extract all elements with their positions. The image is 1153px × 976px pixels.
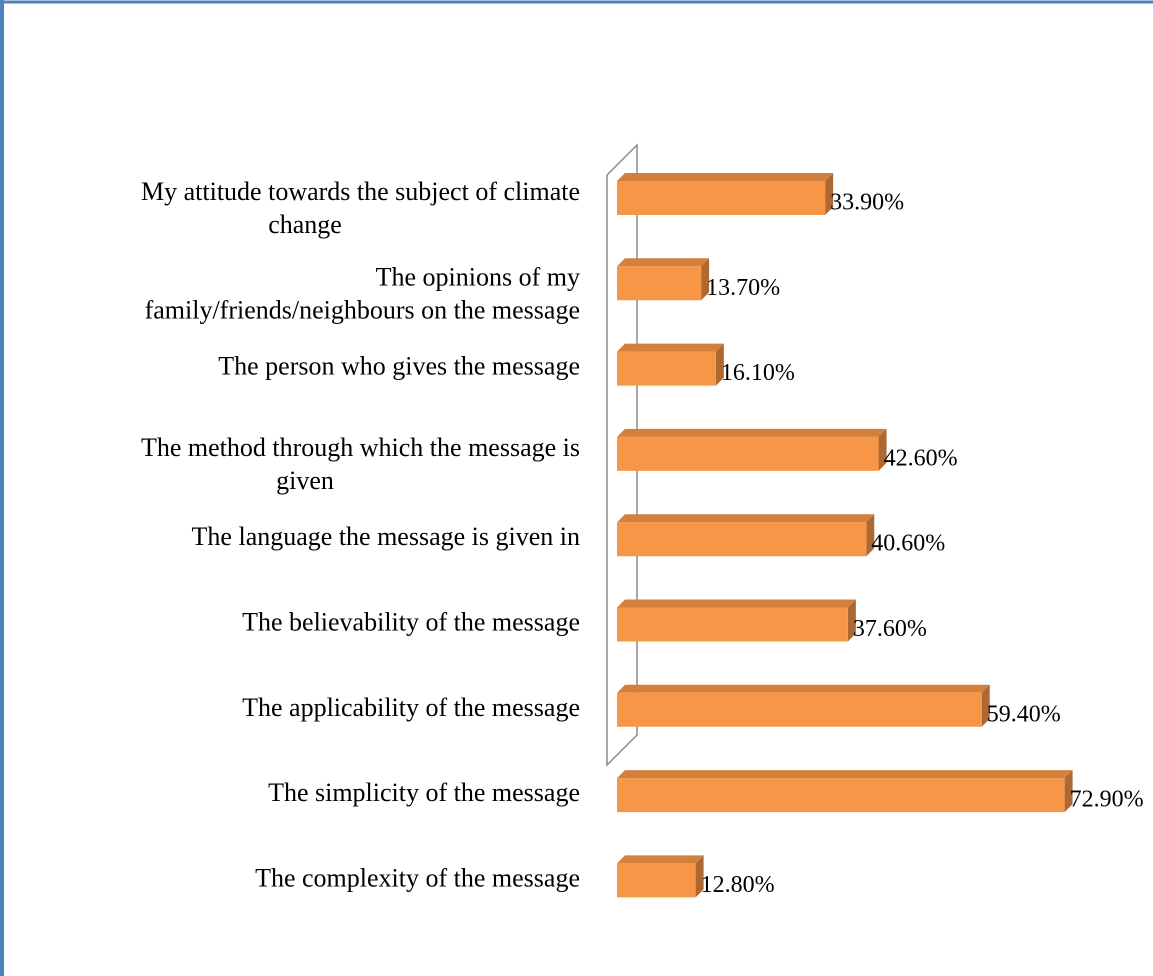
bar-side <box>695 855 704 898</box>
category-label: The method through which the message is g… <box>141 433 580 495</box>
category-label: The person who gives the message <box>218 352 580 381</box>
bar-top <box>617 599 856 608</box>
value-label: 42.60% <box>884 445 958 471</box>
bar-front <box>617 522 867 557</box>
bar-front <box>617 863 696 898</box>
bar-side <box>866 514 875 557</box>
category-label: The applicability of the message <box>242 693 580 722</box>
bar-side <box>878 428 887 471</box>
bar-top <box>617 770 1073 779</box>
bar <box>617 684 990 727</box>
bar <box>617 855 704 898</box>
bar-front <box>617 436 879 471</box>
bar <box>617 258 710 301</box>
bar-top <box>617 855 704 864</box>
value-label: 12.80% <box>701 872 775 898</box>
bar-side <box>701 258 710 301</box>
category-label: The opinions of my family/friends/neighbo… <box>145 262 580 324</box>
bar-top <box>617 173 834 181</box>
bar-front <box>617 181 826 215</box>
value-label: 72.90% <box>1070 787 1144 813</box>
value-label: 59.40% <box>987 701 1061 727</box>
bar-top <box>617 684 990 693</box>
bar-front <box>617 351 716 386</box>
bar-front <box>617 266 702 301</box>
bar-top <box>617 428 887 437</box>
bar <box>617 770 1073 813</box>
bar-side <box>715 343 724 386</box>
bar-top <box>617 343 724 352</box>
value-label: 40.60% <box>871 531 945 557</box>
value-label: 37.60% <box>853 616 927 642</box>
category-label: My attitude towards the subject of clima… <box>141 177 580 239</box>
bar <box>617 428 887 471</box>
bar-front <box>617 778 1065 813</box>
value-label: 16.10% <box>721 360 795 386</box>
bar-front <box>617 692 982 727</box>
bar-side <box>981 684 990 727</box>
bar <box>617 343 724 386</box>
bar-front <box>617 607 848 642</box>
bar-top <box>617 258 710 267</box>
bar-side <box>825 173 834 215</box>
bar <box>617 173 834 215</box>
value-label: 13.70% <box>706 275 780 301</box>
bar <box>617 599 856 642</box>
category-label: The simplicity of the message <box>268 778 580 807</box>
bar-side <box>1064 770 1073 813</box>
bar-side <box>847 599 856 642</box>
axis-wall <box>606 143 638 767</box>
category-label: The complexity of the message <box>255 863 580 892</box>
value-label: 33.90% <box>830 190 904 216</box>
bar <box>617 514 875 557</box>
category-label: The believability of the message <box>242 607 580 636</box>
bar-top <box>617 514 875 523</box>
category-label: The language the message is given in <box>192 522 580 551</box>
